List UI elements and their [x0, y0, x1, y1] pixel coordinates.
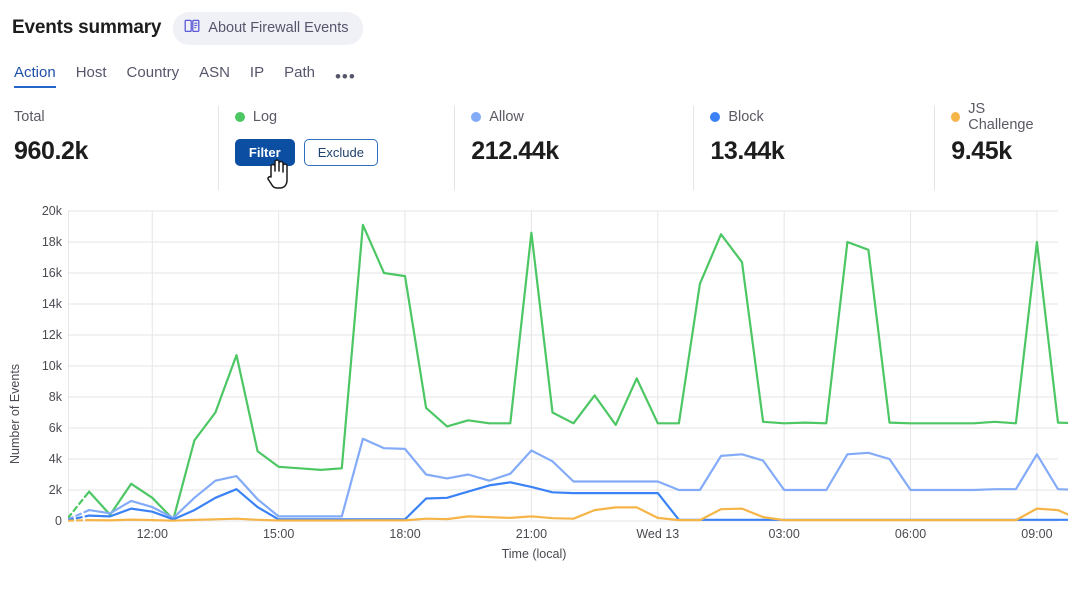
y-axis-ticks: 0 2k 4k 6k 8k 10k 12k 14k 16k 18k 20k — [22, 202, 62, 572]
stat-label: Allow — [489, 109, 524, 125]
stat-card-block: Block 13.44k — [693, 106, 934, 190]
y-tick-label: 16k — [41, 266, 62, 280]
stat-header: Allow — [471, 106, 671, 128]
y-tick-label: 0 — [55, 514, 62, 528]
y-tick-label: 8k — [48, 390, 62, 404]
stat-card-log: Log Filter Exclude — [217, 106, 454, 190]
stat-value: 960.2k — [14, 137, 89, 165]
stat-value: 9.45k — [951, 137, 1012, 165]
page-title: Events summary — [12, 17, 162, 38]
y-tick-label: 14k — [41, 297, 62, 311]
legend-dot-allow-icon — [471, 112, 482, 122]
book-icon — [184, 18, 200, 39]
stat-card-total: Total 960.2k — [14, 106, 218, 190]
stat-header: Total — [14, 106, 196, 128]
legend-dot-js-challenge-icon — [951, 112, 961, 122]
stat-header: JS Challenge — [951, 101, 1046, 133]
stat-action-buttons: Filter Exclude — [234, 139, 432, 166]
y-tick-label: 2k — [48, 483, 62, 497]
stat-value: 212.44k — [471, 137, 559, 165]
stat-value: 13.44k — [710, 137, 785, 165]
tab-asn[interactable]: ASN — [199, 64, 230, 81]
exclude-button[interactable]: Exclude — [303, 139, 378, 166]
filter-button[interactable]: Filter — [234, 139, 295, 166]
y-tick-label: 4k — [48, 452, 62, 466]
x-tick-label: Wed 13 — [636, 527, 680, 541]
x-tick-label: 15:00 — [262, 527, 295, 541]
stat-label: Log — [252, 109, 278, 125]
tab-country[interactable]: Country — [126, 64, 180, 81]
stat-header: Block — [710, 106, 912, 128]
tab-action[interactable]: Action — [14, 64, 56, 88]
tab-ip[interactable]: IP — [249, 64, 265, 81]
x-tick-label: 06:00 — [894, 527, 927, 541]
x-tick-label: 03:00 — [768, 527, 800, 541]
x-tick-label: 09:00 — [1021, 527, 1053, 541]
y-tick-label: 6k — [48, 421, 62, 435]
y-tick-label: 18k — [41, 235, 62, 249]
tab-path[interactable]: Path — [284, 64, 315, 81]
tab-overflow-menu-icon[interactable]: ••• — [334, 67, 356, 87]
x-tick-label: 18:00 — [389, 527, 421, 541]
stat-header: Log — [234, 106, 432, 128]
y-axis-label: Number of Events — [8, 363, 22, 464]
legend-dot-log-icon — [234, 112, 245, 122]
y-tick-label: 12k — [41, 328, 62, 342]
tab-bar: Action Host Country ASN IP Path ••• — [0, 46, 1068, 88]
events-chart: Number of Events 0 2k 4k 6k 8k 10k 12k 14k 16k 18… — [0, 202, 1068, 572]
legend-dot-block-icon — [710, 112, 721, 122]
about-pill-label: About Firewall Events — [208, 20, 349, 36]
tab-host[interactable]: Host — [75, 64, 107, 81]
stats-row: Total 960.2k Log Filter Exclude Allow 212.44k B… — [0, 101, 1068, 190]
chart-plot-area — [66, 210, 1068, 531]
y-tick-label: 20k — [41, 204, 62, 218]
x-axis-label: Time (local) — [501, 547, 567, 561]
stat-card-allow: Allow 212.44k — [454, 106, 693, 190]
stat-label: JS Challenge — [968, 101, 1034, 133]
about-firewall-events-pill[interactable]: About Firewall Events — [173, 11, 363, 45]
stat-card-js-challenge: JS Challenge 9.45k — [934, 101, 1068, 190]
page-header: Events summary About Firewall Events — [0, 0, 1068, 46]
stat-label: Block — [728, 109, 764, 125]
stat-label: Total — [14, 109, 45, 125]
y-tick-label: 10k — [41, 359, 62, 373]
x-tick-label: 12:00 — [136, 527, 168, 541]
x-tick-label: 21:00 — [515, 527, 548, 541]
